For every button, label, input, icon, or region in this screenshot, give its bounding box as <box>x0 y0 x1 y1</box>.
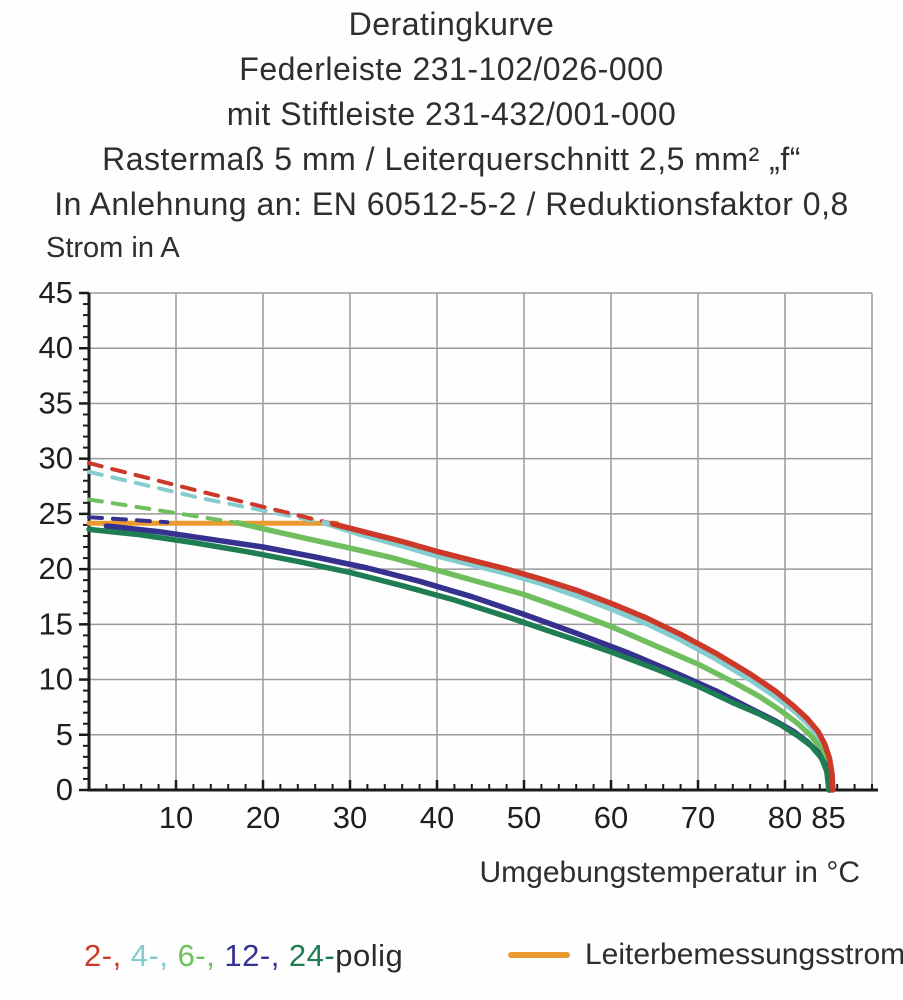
x-tick-label: 80 <box>768 800 802 835</box>
curve-6-polig <box>234 519 834 793</box>
y-tick-label: 5 <box>56 717 73 752</box>
title-line-5: In Anlehnung an: EN 60512-5-2 / Reduktio… <box>54 186 849 222</box>
curve-6-polig-dashed <box>87 497 239 525</box>
title-line-1: Deratingkurve <box>348 6 555 42</box>
x-tick-label: 20 <box>246 800 280 835</box>
title-line-3: mit Stiftleiste 231-432/001-000 <box>226 96 677 132</box>
y-tick-label: 40 <box>39 330 73 365</box>
rated-current-line-swatch <box>508 952 570 958</box>
curve-2-polig <box>329 521 836 793</box>
y-tick-label: 30 <box>39 441 73 476</box>
rated-current-label: Leiterbemessungsstrom <box>585 938 903 971</box>
x-tick-label: 30 <box>333 800 367 835</box>
x-tick-label: 50 <box>507 800 541 835</box>
legend-pole-part: polig <box>335 938 404 973</box>
x-tick-label: 10 <box>159 800 193 835</box>
x-tick-label: 70 <box>681 800 715 835</box>
legend-pole-part: 12-, <box>224 938 289 973</box>
legend-pole-part: 4-, <box>130 938 178 973</box>
title-line-4: Rastermaß 5 mm / Leiterquerschnitt 2,5 m… <box>102 141 801 177</box>
legend-pole-part: 6-, <box>177 938 225 973</box>
curve-2-polig-dashed <box>87 461 335 526</box>
x-tick-label: 40 <box>420 800 454 835</box>
legend-rated-current: Leiterbemessungsstrom <box>508 938 903 972</box>
legend-pole-part: 24- <box>288 938 336 973</box>
title-block: Deratingkurve Federleiste 231-102/026-00… <box>0 2 903 227</box>
y-tick-label: 45 <box>39 275 73 310</box>
y-tick-label: 20 <box>39 551 73 586</box>
y-tick-label: 15 <box>39 606 73 641</box>
x-axis-title: Umgebungstemperatur in °C <box>479 856 860 889</box>
x-tick-label: 60 <box>594 800 628 835</box>
y-tick-label: 35 <box>39 385 73 420</box>
legend-pole-counts: 2-, 4-, 6-, 12-, 24-polig <box>84 938 403 974</box>
title-line-2: Federleiste 231-102/026-000 <box>239 51 664 87</box>
derating-chart: 10 20 30 40 50 60 70 80 85 0 5 10 15 20 25 30 35 40 45 <box>39 275 878 835</box>
x-tick-label: 85 <box>811 800 845 835</box>
legend-pole-part: 2-, <box>84 938 131 973</box>
y-tick-label: 25 <box>39 496 73 531</box>
curve-24-polig <box>86 526 832 793</box>
y-tick-label: 0 <box>56 772 73 807</box>
y-axis-title: Strom in A <box>46 232 180 264</box>
curve-12-polig-dashed <box>87 515 170 525</box>
y-tick-label: 10 <box>39 662 73 697</box>
curve-4-polig-dashed <box>87 469 326 525</box>
